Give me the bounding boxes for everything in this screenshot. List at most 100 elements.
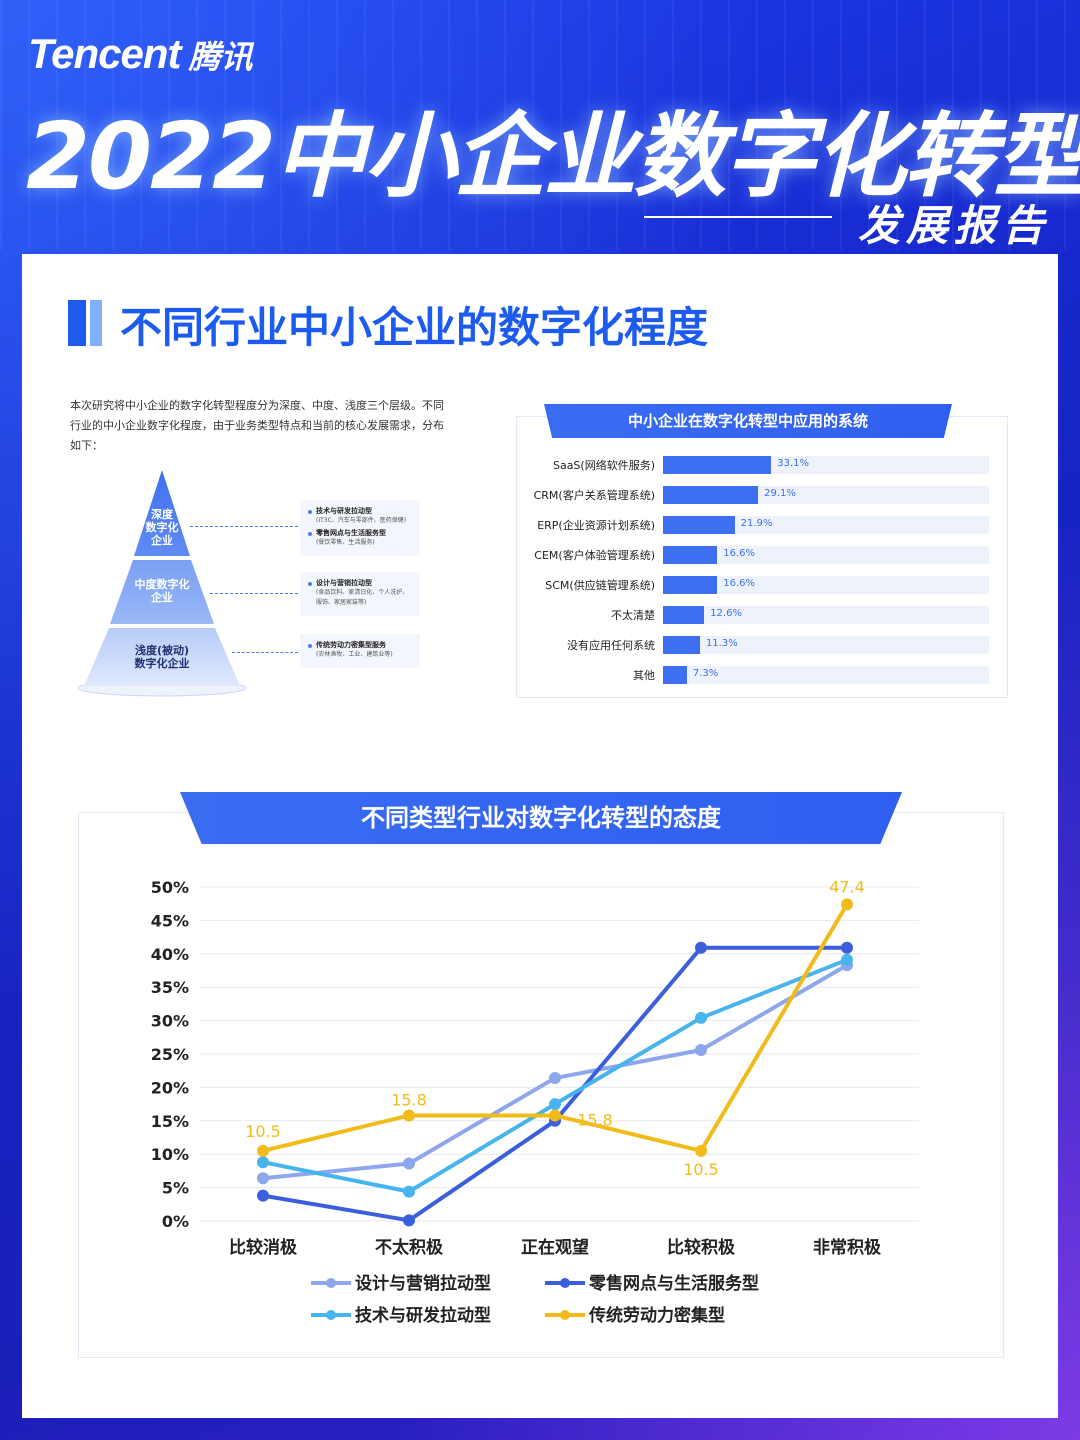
bar [663,576,718,594]
y-tick-label: 45% [151,911,189,930]
desc-title: 传统劳动力密集型服务 [316,641,386,649]
bar-category-label: SCM(供应链管理系统) [545,579,655,592]
x-tick-label: 比较消极 [229,1237,297,1258]
y-tick-label: 25% [151,1045,189,1064]
logo-en: Tencent [28,30,181,77]
desc-sub: (食品饮料、家清日化、个人洗护、服饰、家居家装等) [316,589,409,606]
digitalization-pyramid: 深度 数字化 企业 中度数字化 企业 浅度(被动) 数字化企业 技术与研发拉动型… [72,466,452,706]
x-tick-label: 比较积极 [667,1237,735,1258]
data-point [549,1109,561,1122]
desc-box-mid: 设计与营销拉动型 (食品饮料、家清日化、个人洗护、服饰、家居家装等) [300,572,420,616]
y-tick-label: 50% [151,878,189,897]
bar-category-label: ERP(企业资源计划系统) [537,519,655,532]
legend-label: 零售网点与生活服务型 [588,1273,759,1294]
bar-category-label: 没有应用任何系统 [567,639,655,652]
x-tick-label: 不太积极 [375,1237,443,1258]
bar-row: 其他 7.3% [517,665,1009,685]
desc-item: 零售网点与生活服务型 (餐饮零售、生活服务) [308,528,414,548]
desc-title: 技术与研发拉动型 [316,507,372,515]
x-tick-label: 非常积极 [813,1237,881,1258]
bar-track [663,606,989,624]
intro-text: 本次研究将中小企业的数字化转型程度分为深度、中度、浅度三个层级。不同行业的中小企… [70,399,444,452]
desc-item: 技术与研发拉动型 (IT3C、汽车与零部件、医药保健) [308,506,414,526]
bar [663,666,687,684]
section-marker [68,300,86,346]
section-marker-light [90,300,102,346]
bar-value-label: 11.3% [705,638,738,649]
line-chart-svg: 0% 5% 10% 15% 20% 25% 30% 35% 40% 45% 50% 比较消极 不太积极 正… [151,877,919,1326]
y-tick-label: 20% [151,1078,189,1097]
data-point [549,1072,561,1085]
bar [663,456,772,474]
systems-bar-chart: SaaS(网络软件服务) 33.1% CRM(客户关系管理系统) 29.1% ERP(企… [516,416,1008,698]
attitude-line-chart: 0% 5% 10% 15% 20% 25% 30% 35% 40% 45% 50% 比较消极 不太积极 正… [78,812,1004,1358]
y-tick-label: 0% [162,1212,189,1231]
desc-title: 零售网点与生活服务型 [316,529,386,537]
bar [663,546,718,564]
bar [663,516,735,534]
bar-category-label: SaaS(网络软件服务) [552,459,655,472]
bar-value-label: 21.9% [740,518,773,529]
pyramid-graphic [77,470,247,697]
bar-track [663,516,989,534]
data-point [257,1144,269,1157]
connector-line [232,652,298,653]
pyramid-level-deep: 深度 数字化 企业 [145,508,179,547]
desc-box-deep: 技术与研发拉动型 (IT3C、汽车与零部件、医药保健) 零售网点与生活服务型 (… [300,500,420,556]
bar-chart-title: 中小企业在数字化转型中应用的系统 [544,404,952,438]
bar-row: SCM(供应链管理系统) 16.6% [517,575,1009,595]
data-point [695,1043,707,1056]
desc-box-shallow: 传统劳动力密集型服务 (农林渔牧、工业、建筑业等) [300,634,420,668]
data-label: 47.4 [829,877,865,896]
pyramid-level-shallow: 浅度(被动) 数字化企业 [134,644,190,670]
data-point [403,1157,415,1170]
connector-line [210,593,298,594]
section-title: 不同行业中小企业的数字化程度 [120,303,709,352]
desc-item: 设计与营销拉动型 (食品饮料、家清日化、个人洗护、服饰、家居家装等) [308,578,414,608]
bar-value-label: 16.6% [723,578,756,589]
bar-category-label: CEM(客户体验管理系统) [534,549,655,562]
legend-marker [326,1278,336,1288]
bullet-icon [308,510,312,514]
y-tick-label: 30% [151,1012,189,1031]
connector-line [190,526,298,527]
line-chart-title: 不同类型行业对数字化转型的态度 [180,792,902,844]
bar-row: CEM(客户体验管理系统) 16.6% [517,545,1009,565]
legend-marker [560,1310,570,1320]
y-tick-label: 5% [162,1179,189,1198]
y-tick-label: 15% [151,1112,189,1131]
y-tick-label: 10% [151,1145,189,1164]
content-panel: 不同行业中小企业的数字化程度 本次研究将中小企业的数字化转型程度分为深度、中度、… [22,254,1058,1418]
legend-marker [560,1278,570,1288]
bar-row: SaaS(网络软件服务) 33.1% [517,455,1009,475]
bar-track [663,666,989,684]
data-label: 10.5 [245,1122,281,1141]
bar-value-label: 12.6% [710,608,742,619]
series-line [262,963,849,1181]
tencent-logo: Tencent 腾讯 [28,30,253,77]
bullet-icon [308,582,312,586]
bullet-icon [308,532,312,536]
bar-track [663,636,989,654]
y-tick-label: 40% [151,945,189,964]
data-point [841,898,853,911]
data-point [403,1214,415,1227]
bar-category-label: 其他 [633,669,655,682]
legend-label: 传统劳动力密集型 [588,1305,725,1326]
data-point [695,1011,707,1024]
data-point [695,1144,707,1157]
logo-cn: 腾讯 [188,39,253,75]
data-point [257,1189,269,1202]
data-label: 15.8 [391,1090,427,1109]
bar-row: 没有应用任何系统 11.3% [517,635,1009,655]
y-tick-label: 35% [151,978,189,997]
desc-item: 传统劳动力密集型服务 (农林渔牧、工业、建筑业等) [308,640,414,660]
report-subtitle: 发展报告 [857,201,1050,250]
data-point [403,1185,415,1198]
data-point [549,1098,561,1111]
data-point [841,953,853,966]
legend-label: 技术与研发拉动型 [355,1305,491,1326]
bar-value-label: 33.1% [777,458,810,469]
data-point [695,941,707,954]
desc-sub: (餐饮零售、生活服务) [316,539,375,546]
